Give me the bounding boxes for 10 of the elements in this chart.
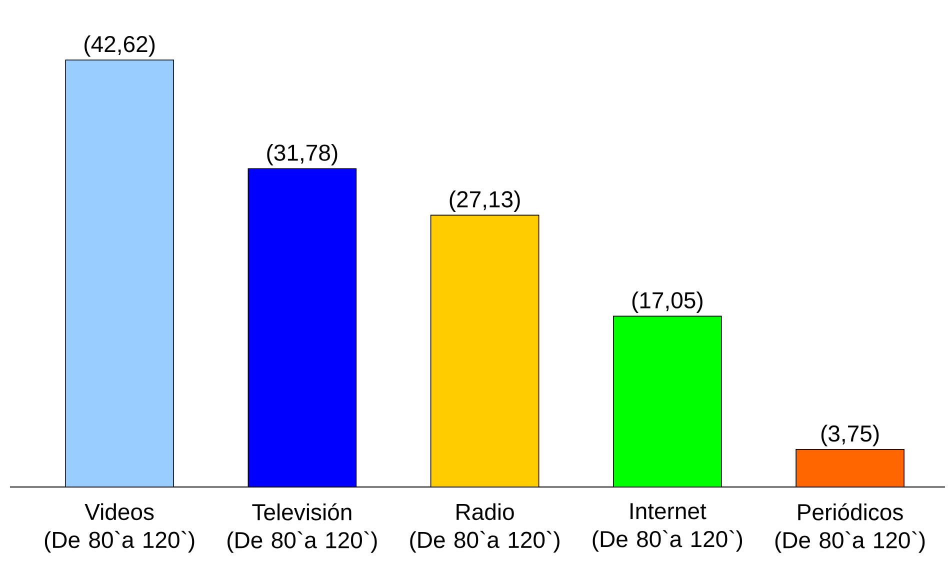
x-tick-label: Televisión (De 80`a 120`) [228,503,377,553]
data-label: (31,78) [267,144,338,166]
data-label: (3,75) [821,424,879,446]
data-label: (27,13) [450,190,520,212]
data-label: (42,62) [84,35,155,57]
x-tick-label: Periódicos (De 80`a 120`) [775,503,925,553]
data-label: (17,05) [632,292,702,313]
x-tick-label: Internet (De 80`a 120`) [592,503,742,552]
x-tick-label: Radio (De 80`a 120`) [410,503,560,553]
x-tick-label: Videos (De 80`a 120`) [44,503,194,553]
